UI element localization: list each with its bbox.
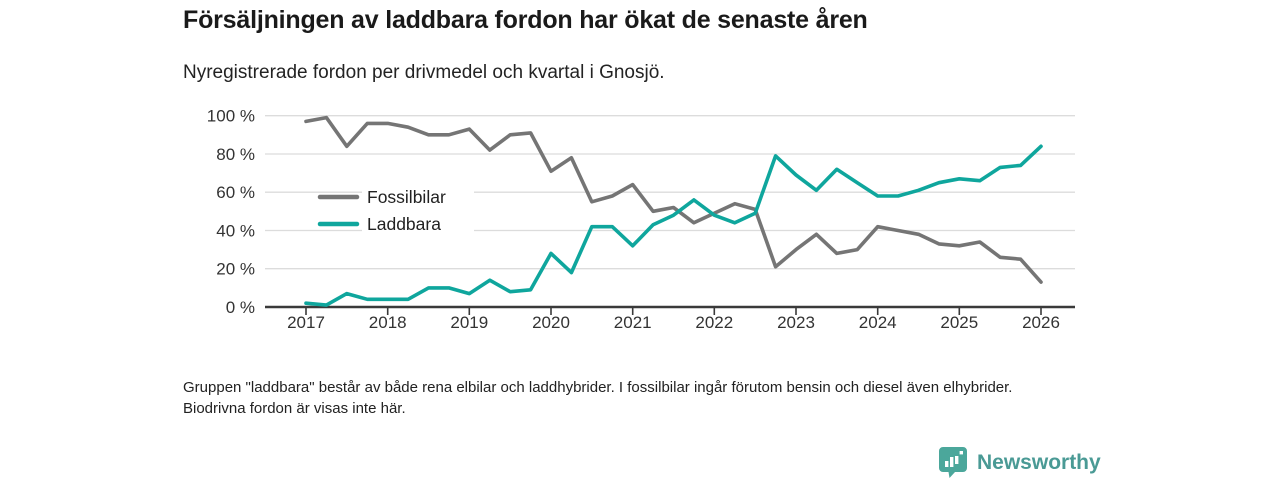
x-tick-label: 2020 bbox=[532, 313, 570, 332]
logo-bar-1 bbox=[945, 461, 949, 467]
y-tick-label: 20 % bbox=[216, 260, 255, 279]
y-tick-label: 60 % bbox=[216, 183, 255, 202]
logo-bar-3 bbox=[955, 456, 959, 464]
line-chart: 0 % 20 % 40 % 60 % 80 % 100 % 2017 2018 2019 2020… bbox=[180, 100, 1090, 345]
x-tick-label: 2022 bbox=[695, 313, 733, 332]
logo-exclamation-dot bbox=[959, 451, 963, 455]
newsworthy-logo[interactable]: Newsworthy bbox=[938, 446, 1101, 479]
chart-subtitle: Nyregistrerade fordon per drivmedel och … bbox=[183, 62, 665, 83]
x-tick-label: 2025 bbox=[940, 313, 978, 332]
x-tick-label: 2019 bbox=[450, 313, 488, 332]
series-line-laddbara bbox=[304, 144, 1043, 307]
newsworthy-logo-icon bbox=[938, 446, 968, 479]
x-tick-label: 2023 bbox=[777, 313, 815, 332]
chart-svg: 0 % 20 % 40 % 60 % 80 % 100 % 2017 2018 2019 2020… bbox=[207, 107, 1075, 332]
y-tick-label: 0 % bbox=[226, 298, 255, 317]
newsworthy-logo-label: Newsworthy bbox=[977, 450, 1101, 474]
x-tick-label: 2026 bbox=[1022, 313, 1060, 332]
legend-bg bbox=[362, 211, 474, 235]
logo-bar-2 bbox=[950, 457, 954, 467]
x-tick-label: 2024 bbox=[859, 313, 897, 332]
x-tick-label: 2021 bbox=[614, 313, 652, 332]
legend-bg bbox=[362, 184, 474, 208]
y-tick-label: 80 % bbox=[216, 145, 255, 164]
x-tick-label: 2018 bbox=[369, 313, 407, 332]
series-line-fossilbilar bbox=[304, 115, 1043, 284]
x-tick-label: 2017 bbox=[287, 313, 325, 332]
y-tick-label: 40 % bbox=[216, 222, 255, 241]
legend-label-fossilbilar: Fossilbilar bbox=[367, 187, 446, 207]
legend-label-laddbara: Laddbara bbox=[367, 214, 441, 234]
chart-footnote: Gruppen "laddbara" består av både rena e… bbox=[183, 379, 1013, 418]
page-title: Försäljningen av laddbara fordon har öka… bbox=[183, 6, 868, 34]
y-tick-label: 100 % bbox=[207, 107, 255, 126]
